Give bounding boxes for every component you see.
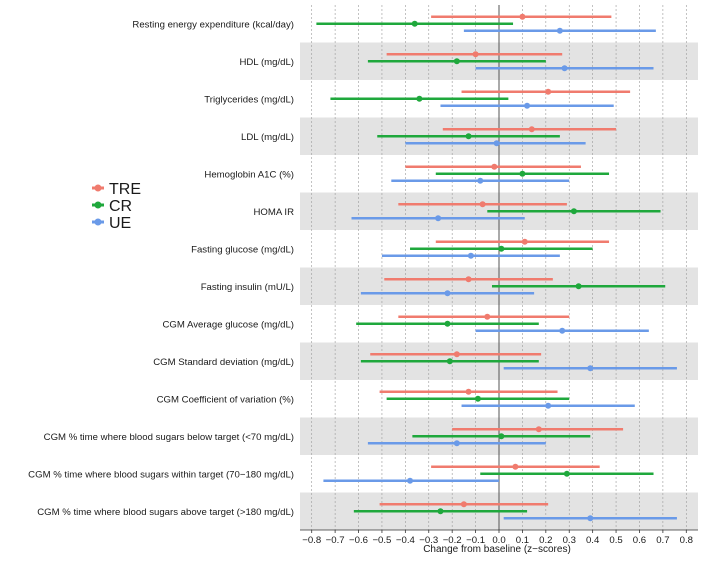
point-ue [453, 440, 460, 447]
legend-swatch-dot [94, 218, 102, 226]
point-cr [570, 208, 577, 215]
point-tre [453, 351, 460, 358]
point-tre [535, 426, 542, 433]
point-cr [465, 133, 472, 140]
point-ue [435, 215, 442, 222]
point-tre [479, 201, 486, 208]
point-ue [545, 402, 552, 409]
point-cr [474, 395, 481, 402]
point-tre [484, 313, 491, 320]
row-label: CGM % time where blood sugars within tar… [28, 469, 294, 480]
row-label: Fasting glucose (mg/dL) [191, 244, 294, 255]
row-label: Triglycerides (mg/dL) [204, 94, 294, 105]
row-label: CGM Standard deviation (mg/dL) [153, 357, 294, 368]
point-ue [587, 365, 594, 372]
point-cr [519, 170, 526, 177]
x-tick-label: 0.2 [539, 535, 552, 546]
point-tre [521, 238, 528, 245]
point-ue [587, 515, 594, 522]
x-tick-label: 0.0 [492, 535, 505, 546]
series-tre [370, 13, 631, 508]
row-label: CGM Coefficient of variation (%) [157, 394, 294, 405]
x-tick-label: 0.6 [633, 535, 646, 546]
legend-item-cr: CR [92, 198, 132, 215]
point-ue [467, 252, 474, 259]
point-cr [437, 508, 444, 515]
legend-label: CR [109, 198, 132, 215]
point-cr [575, 283, 582, 290]
x-tick-label: −0.4 [396, 535, 416, 546]
row-label: CGM % time where blood sugars below targ… [44, 432, 294, 443]
x-tick-label: −0.7 [326, 535, 345, 546]
x-tick-label: 0.1 [516, 535, 529, 546]
point-cr [411, 20, 418, 27]
x-tick-label: −0.3 [419, 535, 438, 546]
legend-item-ue: UE [92, 215, 131, 232]
point-cr [498, 433, 505, 440]
x-tick-label: 0.5 [609, 535, 622, 546]
point-tre [512, 463, 519, 470]
point-tre [465, 388, 472, 395]
point-tre [472, 51, 479, 58]
point-ue [444, 290, 451, 297]
x-tick-label: −0.2 [443, 535, 462, 546]
legend-label: UE [109, 215, 131, 232]
x-tick-label: 0.3 [563, 535, 576, 546]
row-label: Resting energy expenditure (kcal/day) [132, 19, 294, 30]
point-tre [491, 163, 498, 170]
legend-item-tre: TRE [92, 181, 141, 198]
x-tick-label: 0.4 [586, 535, 600, 546]
point-tre [465, 276, 472, 283]
point-tre [528, 126, 535, 133]
row-label: Hemoglobin A1C (%) [204, 169, 294, 180]
point-cr [416, 95, 423, 102]
series-group [316, 13, 677, 522]
row-labels: Resting energy expenditure (kcal/day) HDL… [28, 19, 294, 518]
x-tick-label: −0.5 [372, 535, 391, 546]
row-label: Fasting insulin (mU/L) [201, 282, 294, 293]
series-ue [323, 27, 677, 522]
point-tre [460, 501, 467, 508]
point-cr [444, 320, 451, 327]
point-cr [498, 245, 505, 252]
row-label: HOMA IR [253, 207, 294, 218]
point-ue [407, 477, 414, 484]
legend-swatch-dot [94, 201, 102, 209]
point-ue [524, 102, 531, 109]
x-axis-title: Change from baseline (z−scores) [423, 544, 571, 555]
x-tick-label: −0.8 [302, 535, 321, 546]
x-axis: −0.8 −0.7 −0.6 −0.5 −0.4 −0.3 −0.2 −0.1 0.0 0.1 0.… [300, 529, 698, 546]
point-ue [477, 177, 484, 184]
point-ue [493, 140, 500, 147]
x-tick-label: 0.7 [656, 535, 669, 546]
point-ue [556, 27, 563, 34]
row-label: CGM % time where blood sugars above targ… [37, 507, 294, 518]
x-tick-label: 0.8 [680, 535, 693, 546]
row-label: LDL (mg/dL) [241, 132, 294, 143]
point-tre [519, 13, 526, 20]
point-tre [545, 88, 552, 95]
x-tick-label: −0.6 [349, 535, 368, 546]
point-ue [561, 65, 568, 72]
legend-label: TRE [109, 181, 141, 198]
point-ue [559, 327, 566, 334]
row-label: HDL (mg/dL) [239, 57, 294, 68]
x-tick-label: −0.1 [466, 535, 485, 546]
point-cr [453, 58, 460, 65]
point-cr [563, 470, 570, 477]
legend-swatch-dot [94, 184, 102, 192]
row-label: CGM Average glucose (mg/dL) [162, 319, 294, 330]
point-cr [446, 358, 453, 365]
series-cr [316, 20, 666, 515]
